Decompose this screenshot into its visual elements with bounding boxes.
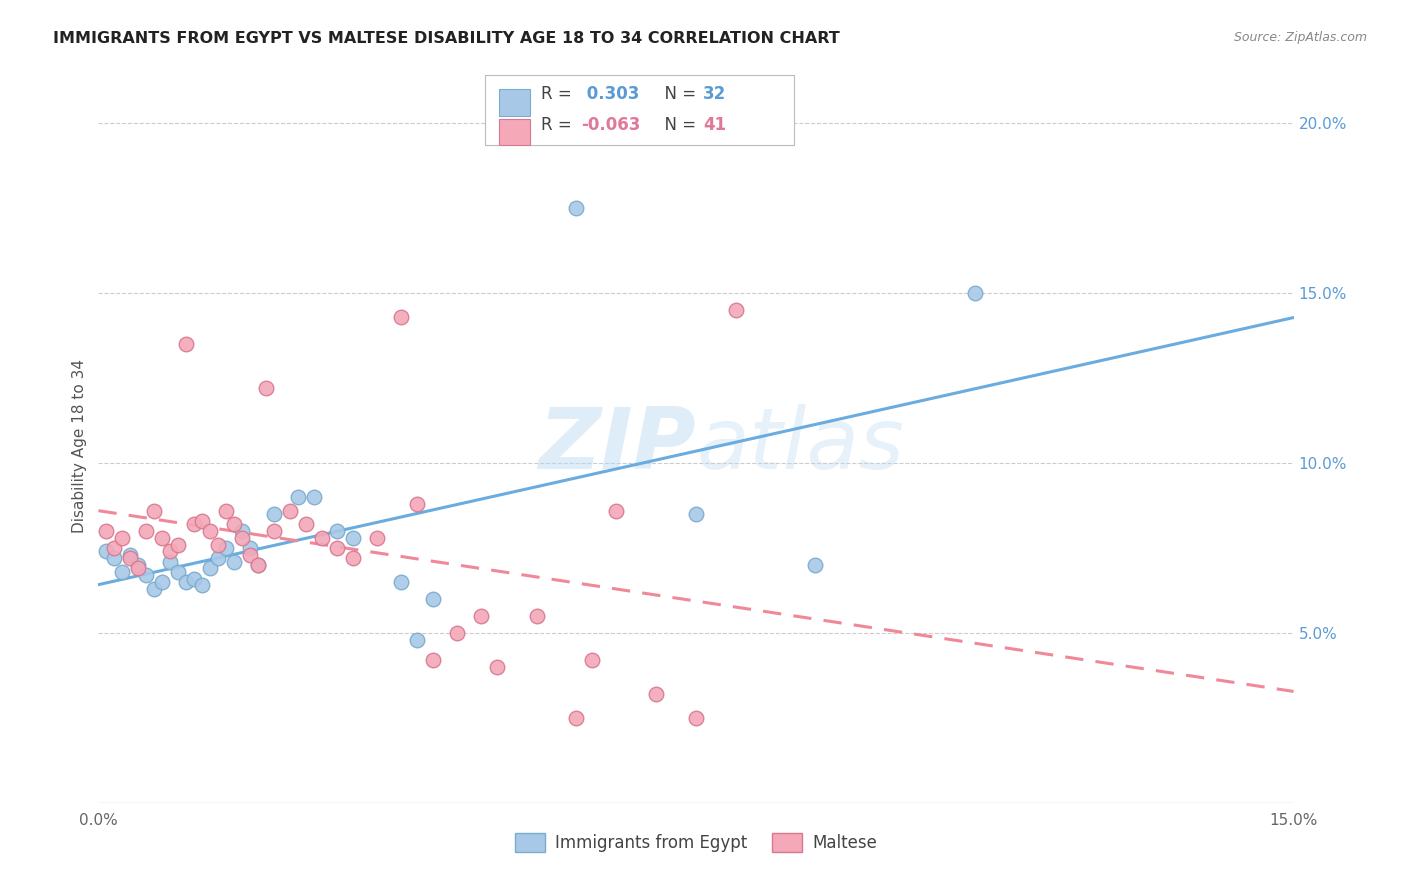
Point xyxy=(150,574,173,589)
Point xyxy=(215,503,238,517)
Text: N =: N = xyxy=(654,116,702,134)
Point xyxy=(103,551,125,566)
Point xyxy=(127,558,149,572)
Text: 0.303: 0.303 xyxy=(581,86,640,103)
Point xyxy=(470,608,492,623)
Point xyxy=(231,524,253,538)
Point xyxy=(239,548,262,562)
Point xyxy=(326,541,349,555)
Point xyxy=(222,555,245,569)
Point xyxy=(222,517,245,532)
Point xyxy=(685,711,707,725)
Point xyxy=(311,531,333,545)
Point xyxy=(565,711,588,725)
Point xyxy=(342,531,364,545)
Point xyxy=(207,537,229,551)
Text: -0.063: -0.063 xyxy=(581,116,640,134)
Point xyxy=(724,303,747,318)
Point xyxy=(246,558,269,572)
Point xyxy=(174,337,197,351)
Point xyxy=(143,582,166,596)
Point xyxy=(120,548,142,562)
Legend: Immigrants from Egypt, Maltese: Immigrants from Egypt, Maltese xyxy=(508,826,884,859)
Point xyxy=(143,503,166,517)
Point xyxy=(526,608,548,623)
Point xyxy=(231,531,253,545)
Point xyxy=(254,381,277,395)
Point xyxy=(239,541,262,555)
Point xyxy=(422,653,444,667)
Point xyxy=(326,524,349,538)
Point xyxy=(174,574,197,589)
Text: atlas: atlas xyxy=(696,404,904,488)
Point xyxy=(96,544,118,558)
Point xyxy=(302,490,325,504)
Point xyxy=(150,531,173,545)
Point xyxy=(96,524,118,538)
Point xyxy=(159,555,181,569)
Point xyxy=(804,558,827,572)
Point xyxy=(183,517,205,532)
Text: N =: N = xyxy=(654,86,702,103)
Text: ZIP: ZIP xyxy=(538,404,696,488)
Point xyxy=(685,507,707,521)
Point xyxy=(342,551,364,566)
Point xyxy=(446,626,468,640)
Point xyxy=(127,561,149,575)
Point xyxy=(191,514,214,528)
Point xyxy=(111,565,134,579)
Point xyxy=(366,531,388,545)
Point xyxy=(278,503,301,517)
Point xyxy=(406,497,429,511)
Point xyxy=(135,524,157,538)
Point xyxy=(120,551,142,566)
Text: R =: R = xyxy=(541,86,578,103)
Point xyxy=(263,507,285,521)
Point xyxy=(135,568,157,582)
Point xyxy=(215,541,238,555)
Point xyxy=(207,551,229,566)
Point xyxy=(198,561,221,575)
Point xyxy=(159,544,181,558)
Point xyxy=(167,565,190,579)
Point xyxy=(565,201,588,215)
Text: 41: 41 xyxy=(703,116,725,134)
Point xyxy=(581,653,603,667)
Point xyxy=(111,531,134,545)
Point xyxy=(422,591,444,606)
Point xyxy=(963,286,986,301)
Point xyxy=(183,572,205,586)
Point xyxy=(605,503,627,517)
Point xyxy=(191,578,214,592)
Point xyxy=(294,517,316,532)
Text: Source: ZipAtlas.com: Source: ZipAtlas.com xyxy=(1233,31,1367,45)
Point xyxy=(389,310,412,324)
Point xyxy=(246,558,269,572)
Point xyxy=(198,524,221,538)
Point xyxy=(389,574,412,589)
Point xyxy=(167,537,190,551)
Point xyxy=(263,524,285,538)
Point xyxy=(645,687,668,701)
Point xyxy=(103,541,125,555)
Point xyxy=(287,490,309,504)
Point xyxy=(406,632,429,647)
Text: IMMIGRANTS FROM EGYPT VS MALTESE DISABILITY AGE 18 TO 34 CORRELATION CHART: IMMIGRANTS FROM EGYPT VS MALTESE DISABIL… xyxy=(53,31,841,46)
Y-axis label: Disability Age 18 to 34: Disability Age 18 to 34 xyxy=(72,359,87,533)
Text: 32: 32 xyxy=(703,86,727,103)
Point xyxy=(485,660,508,674)
Text: R =: R = xyxy=(541,116,578,134)
